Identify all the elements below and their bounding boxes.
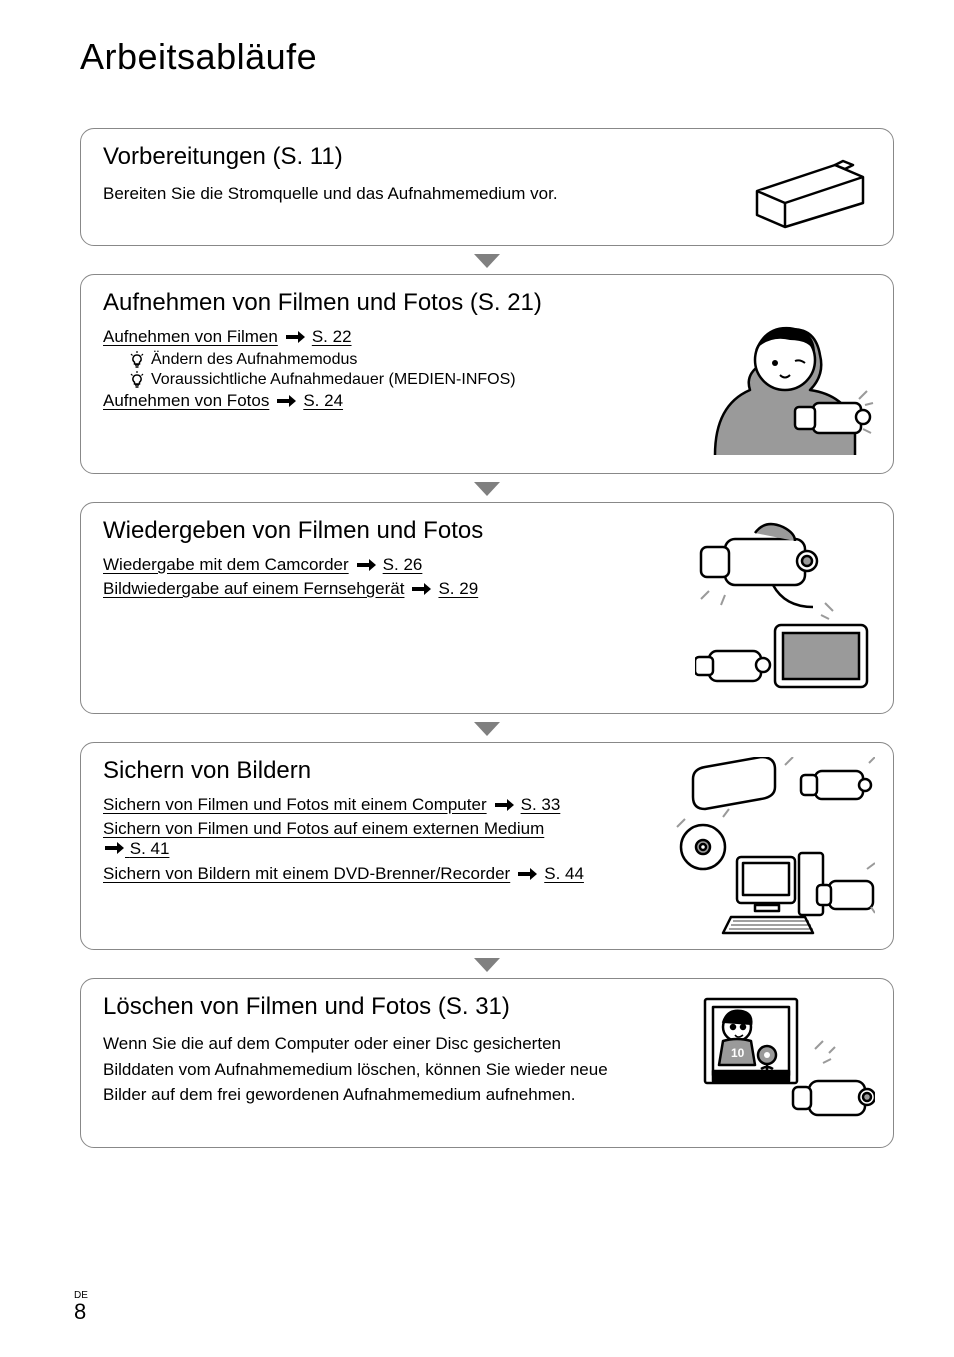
connector-arrow [80, 714, 894, 742]
section-body: Wenn Sie die auf dem Computer oder einer… [103, 1031, 633, 1108]
ref-page: S. 26 [383, 555, 423, 575]
connector-arrow [80, 474, 894, 502]
lightbulb-icon [129, 351, 145, 369]
section-preparations: Vorbereitungen (S. 11) Bereiten Sie die … [80, 128, 894, 246]
ref-text: Aufnehmen von Filmen [103, 327, 278, 347]
page-title: Arbeitsabläufe [80, 36, 894, 78]
section-playback: Wiedergeben von Filmen und Fotos Wiederg… [80, 502, 894, 714]
ref-text: Wiedergabe mit dem Camcorder [103, 555, 349, 575]
right-arrow-icon [516, 867, 538, 881]
ref-page: S. 41 [130, 839, 170, 858]
photo-camera-illustration: 10 [695, 993, 875, 1133]
ref-text: Bildwiedergabe auf einem Fernsehgerät [103, 579, 404, 599]
ref-page: S. 33 [521, 795, 561, 815]
right-arrow-icon [284, 330, 306, 344]
battery-illustration [735, 145, 875, 231]
right-arrow-icon [493, 798, 515, 812]
ref-page: S. 24 [303, 391, 343, 411]
lightbulb-icon [129, 371, 145, 389]
section-saving: Sichern von Bildern Sichern von Filmen u… [80, 742, 894, 950]
svg-text:10: 10 [731, 1046, 745, 1060]
section-body: Bereiten Sie die Stromquelle und das Auf… [103, 181, 633, 207]
ref-page: S. 29 [438, 579, 478, 599]
section-recording: Aufnehmen von Filmen und Fotos (S. 21) A… [80, 274, 894, 474]
ref-text: Sichern von Filmen und Fotos auf einem e… [103, 819, 544, 838]
camcorder-tv-illustration [695, 517, 875, 697]
ref-text: Sichern von Bildern mit einem DVD-Brenne… [103, 864, 510, 884]
connector-arrow [80, 950, 894, 978]
ref-page: S. 22 [312, 327, 352, 347]
right-arrow-icon [410, 582, 432, 596]
ref-text: Aufnehmen von Fotos [103, 391, 269, 411]
section-deleting: Löschen von Filmen und Fotos (S. 31) Wen… [80, 978, 894, 1148]
tip-text: Ändern des Aufnahmemodus [151, 351, 357, 369]
page-footer: DE 8 [74, 1291, 88, 1323]
right-arrow-icon [355, 558, 377, 572]
tip-text: Voraussichtliche Aufnahmedauer (MEDIEN-I… [151, 371, 516, 389]
right-arrow-icon [103, 840, 125, 860]
right-arrow-icon [275, 394, 297, 408]
person-camera-illustration [695, 295, 875, 455]
ref-page: S. 44 [544, 864, 584, 884]
connector-arrow [80, 246, 894, 274]
footer-page-number: 8 [74, 1301, 88, 1323]
ref-text: Sichern von Filmen und Fotos mit einem C… [103, 795, 487, 815]
computer-disc-illustration [675, 757, 875, 937]
